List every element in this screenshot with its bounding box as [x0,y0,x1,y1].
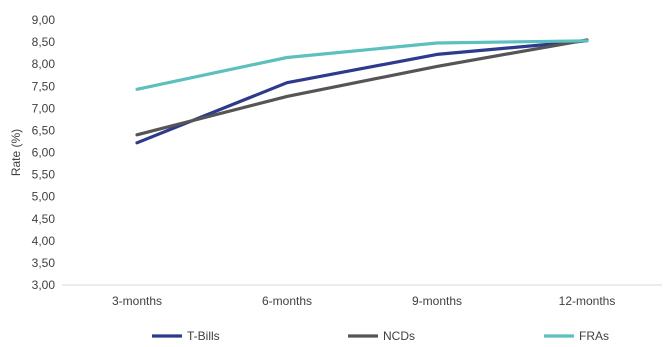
x-tick-label: 9-months [412,294,462,308]
y-tick-label: 8,00 [32,57,56,71]
legend-label: FRAs [579,329,609,343]
y-tick-label: 7,00 [32,101,56,115]
y-tick-label: 9,00 [32,13,56,27]
y-tick-label: 5,00 [32,190,56,204]
y-tick-label: 4,50 [32,212,56,226]
legend-label: NCDs [383,329,415,343]
x-tick-label: 12-months [559,294,616,308]
x-tick-label: 3-months [112,294,162,308]
legend-label: T-Bills [187,329,220,343]
series-line-ncds [135,38,589,137]
y-tick-label: 6,00 [32,146,56,160]
y-axis-ticks: 3,00 3,50 4,00 4,50 5,00 5,50 6,00 6,50 7,00 7,50… [32,13,56,292]
series-line-t-bills [135,39,589,145]
x-tick-label: 6-months [262,294,312,308]
y-tick-label: 7,50 [32,79,56,93]
y-axis-title: Rate (%) [9,129,23,176]
y-tick-label: 3,50 [32,256,56,270]
series-line-fras [135,39,589,91]
y-tick-label: 4,00 [32,234,56,248]
y-tick-label: 3,00 [32,278,56,292]
y-tick-label: 5,50 [32,168,56,182]
x-axis-ticks: 3-months 6-months 9-months 12-months [112,294,615,308]
series-lines [135,38,589,145]
legend: T-Bills NCDs FRAs [152,329,609,343]
y-tick-label: 8,50 [32,35,56,49]
y-tick-label: 6,50 [32,123,56,137]
